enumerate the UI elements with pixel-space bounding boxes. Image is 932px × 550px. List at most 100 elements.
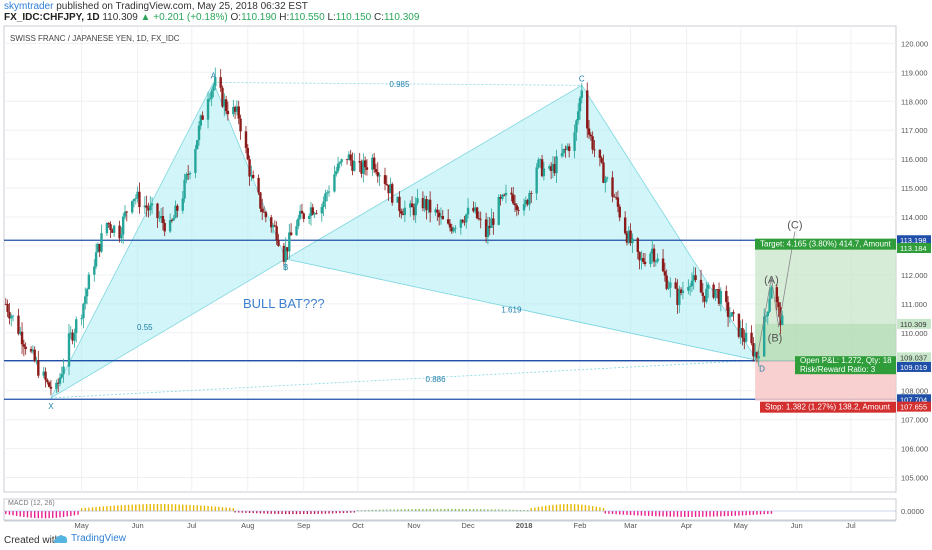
tradingview-logo[interactable]: TradingView — [54, 533, 126, 544]
macd-bar — [221, 507, 224, 512]
macd-bar — [530, 508, 532, 512]
close-label: C: — [373, 12, 384, 23]
candle-body — [755, 352, 759, 359]
indicator-label: MACD (12, 26) — [8, 500, 55, 507]
candle-body — [212, 86, 215, 91]
candle-body — [524, 200, 528, 205]
price-axis-tag-label: 113.184 — [900, 244, 927, 253]
price-axis-tag-label: 107.704 — [900, 395, 927, 404]
macd-bar — [584, 505, 587, 512]
price-chart[interactable]: 120.000 119.000 118.000 117.000 116.000 115.0… — [0, 0, 932, 530]
macd-bar — [266, 511, 269, 514]
y-tick-label: 107.000 — [901, 416, 928, 425]
macd-bar — [70, 511, 72, 516]
publish-line: skymtrader published on TradingView.com,… — [4, 1, 308, 13]
candle-body — [87, 274, 91, 290]
candle-body — [564, 148, 567, 150]
candle-body — [31, 349, 35, 352]
y-tick-label: 117.000 — [901, 126, 928, 135]
candle-body — [530, 193, 533, 194]
open-pl-box — [795, 356, 896, 375]
candle-body — [515, 205, 519, 210]
macd-bar — [375, 509, 377, 512]
candle-body — [123, 211, 127, 217]
candle-body — [553, 164, 556, 174]
candle-body — [764, 316, 768, 317]
candle-body — [642, 258, 645, 262]
candle-body — [170, 220, 174, 221]
candle-body — [24, 346, 27, 350]
macd-bar — [138, 504, 141, 512]
candle-body — [107, 222, 110, 225]
y-tick-label: 106.000 — [901, 445, 928, 454]
candle-body — [687, 286, 690, 291]
candle-body — [705, 288, 708, 302]
candle-body — [492, 218, 495, 225]
candle-body — [232, 106, 235, 115]
stop-label-box — [760, 401, 896, 413]
candle-body — [365, 167, 369, 170]
open-label: O: — [230, 12, 242, 23]
open-value: 110.190 — [241, 12, 277, 23]
candle-body — [475, 207, 479, 219]
candle-body — [172, 218, 175, 221]
candle-body — [10, 316, 13, 319]
macd-bar — [602, 507, 605, 512]
candle-body — [551, 164, 555, 171]
candle-body — [358, 161, 361, 163]
candle-body — [665, 275, 668, 289]
macd-bar — [604, 511, 606, 514]
y-tick-label: 105.000 — [901, 474, 928, 483]
candle-body — [717, 289, 721, 304]
macd-bar — [770, 511, 773, 514]
macd-bar — [127, 504, 130, 512]
y-tick-label: 115.000 — [901, 184, 928, 193]
candle-body — [560, 153, 564, 157]
candle-body — [504, 192, 508, 196]
macd-bar — [615, 511, 617, 515]
candle-body — [526, 200, 529, 205]
macd-bar — [270, 511, 272, 514]
candle-body — [284, 247, 287, 262]
candle-body — [466, 207, 470, 215]
candle-body — [728, 316, 732, 318]
candle-body — [654, 261, 658, 263]
candle-body — [651, 248, 654, 254]
candle-body — [391, 184, 394, 203]
macd-bar — [767, 511, 769, 514]
target-label: Target: 4.165 (3.80%) 414.7, Amount — [760, 240, 892, 249]
candle-body — [188, 172, 192, 175]
macd-bar — [160, 504, 162, 512]
candle-body — [186, 174, 190, 175]
candle-body — [586, 90, 589, 129]
macd-bar — [95, 506, 97, 512]
macd-bar — [472, 509, 475, 512]
macd-bar — [303, 511, 305, 515]
macd-bar — [436, 508, 439, 512]
macd-bar — [709, 511, 711, 517]
candle-body — [542, 168, 546, 177]
candle-body — [587, 128, 591, 135]
candle-body — [176, 205, 179, 211]
candle-body — [237, 106, 240, 119]
macd-bar — [117, 505, 119, 512]
macd-bar — [259, 511, 262, 514]
candle-body — [652, 248, 656, 262]
candle-body — [84, 296, 87, 304]
candle-body — [640, 258, 643, 261]
macd-bar — [167, 504, 170, 512]
macd-bar — [44, 511, 47, 519]
candle-body — [235, 106, 239, 112]
candle-body — [461, 219, 464, 222]
macd-bar — [566, 504, 569, 512]
candle-body — [246, 147, 249, 160]
macd-bar — [570, 504, 572, 512]
candle-body — [459, 219, 463, 228]
macd-bar — [608, 511, 610, 514]
macd-bar — [505, 509, 507, 512]
candle-body — [196, 140, 199, 150]
author-link[interactable]: skymtrader — [4, 1, 54, 12]
candle-body — [421, 198, 425, 209]
macd-bar — [611, 511, 614, 514]
candle-body — [158, 217, 161, 219]
